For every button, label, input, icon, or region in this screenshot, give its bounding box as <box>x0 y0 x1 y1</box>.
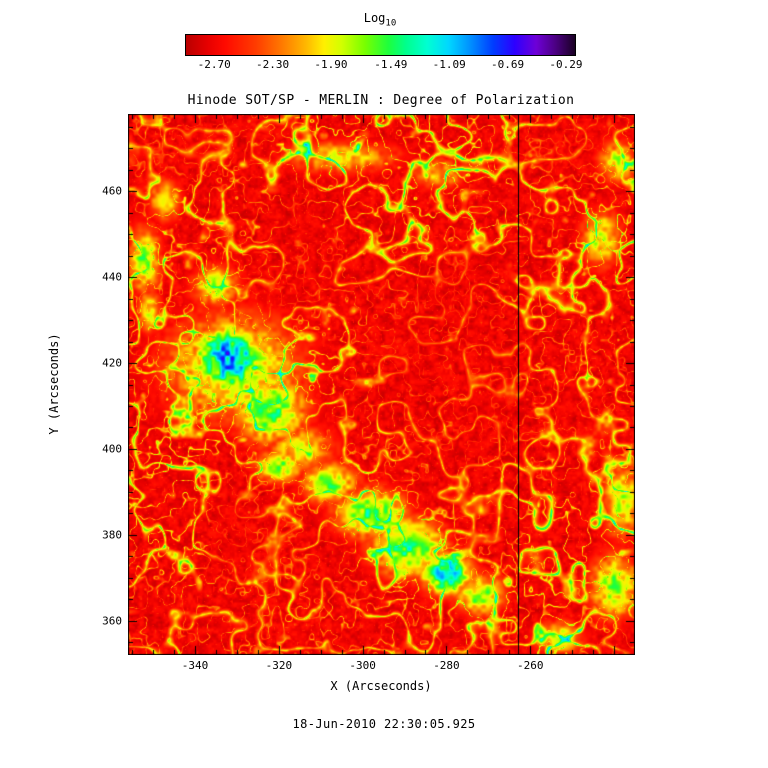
y-axis-label: Y (Arcseconds) <box>47 333 61 435</box>
x-tick-label: -300 <box>349 659 376 672</box>
colorbar-tick-label: -2.30 <box>256 58 290 71</box>
plot-area <box>128 114 635 655</box>
colorbar-tick-label: -0.29 <box>549 58 583 71</box>
x-axis-label: X (Arcseconds) <box>330 679 432 693</box>
x-tick-label: -320 <box>265 659 293 672</box>
y-tick-label: 380 <box>102 528 122 542</box>
x-tick-label: -280 <box>433 659 460 672</box>
y-tick-label: 360 <box>102 614 122 628</box>
y-tick-label: 440 <box>102 270 122 284</box>
colorbar-tick-label: -1.09 <box>432 58 466 71</box>
colorbar-tick-label: -2.70 <box>197 58 231 71</box>
colorbar-tick-label: -1.49 <box>374 58 408 71</box>
colorbar-tick-label: -1.90 <box>314 58 348 71</box>
x-tick-label: -340 <box>181 659 209 672</box>
colorbar-title-main: Log <box>363 11 386 25</box>
y-tick-label: 400 <box>102 442 122 456</box>
y-tick-label: 420 <box>102 356 122 370</box>
chart-title: Hinode SOT/SP - MERLIN : Degree of Polar… <box>187 93 575 108</box>
heatmap-canvas <box>128 114 635 655</box>
x-tick-label: -260 <box>516 659 544 672</box>
colorbar-title: Log10 <box>364 11 397 28</box>
y-tick-label: 460 <box>102 184 122 198</box>
timestamp-caption: 18-Jun-2010 22:30:05.925 <box>292 717 476 731</box>
colorbar-title-sub: 10 <box>385 18 397 29</box>
colorbar <box>185 34 576 56</box>
colorbar-tick-label: -0.69 <box>491 58 525 71</box>
